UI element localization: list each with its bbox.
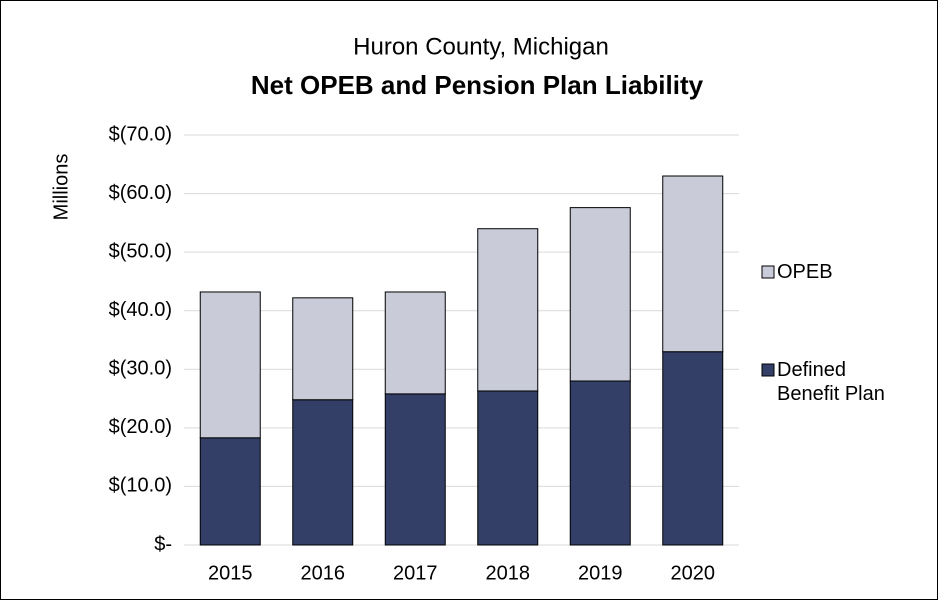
legend-swatch: [761, 265, 775, 279]
bar-segment: [569, 380, 631, 546]
chart-title: Net OPEB and Pension Plan Liability: [251, 70, 704, 100]
y-tick-label: $(10.0): [109, 475, 172, 497]
bar-segment: [199, 291, 261, 439]
bar-segment: [292, 297, 354, 401]
x-tick-label: 2018: [486, 562, 531, 584]
legend-swatch: [761, 363, 775, 377]
x-tick-label: 2015: [208, 562, 253, 584]
y-tick-label: $(50.0): [109, 240, 172, 262]
legend-label: Defined Benefit Plan: [777, 359, 885, 405]
bar-segment: [384, 291, 446, 395]
bar-segment: [477, 390, 539, 546]
legend-label: OPEB: [777, 261, 833, 283]
chart-subtitle: Huron County, Michigan: [353, 33, 609, 60]
y-tick-label: $(70.0): [109, 123, 172, 145]
bar-segment: [662, 175, 724, 353]
y-tick-label: $(20.0): [109, 416, 172, 438]
bar-segment: [384, 393, 446, 546]
bar-segment: [662, 351, 724, 546]
y-tick-label: $-: [154, 533, 172, 555]
y-tick-label: $(40.0): [109, 299, 172, 321]
y-tick-label: $(60.0): [109, 182, 172, 204]
x-tick-label: 2017: [393, 562, 438, 584]
y-tick-label: $(30.0): [109, 358, 172, 380]
bar-segment: [292, 399, 354, 546]
bar-segment: [569, 207, 631, 382]
bar-segment: [199, 437, 261, 546]
y-axis-label: Millions: [50, 154, 72, 221]
x-tick-label: 2020: [671, 562, 716, 584]
bar-segment: [477, 228, 539, 392]
x-tick-label: 2019: [578, 562, 623, 584]
x-tick-label: 2016: [301, 562, 346, 584]
